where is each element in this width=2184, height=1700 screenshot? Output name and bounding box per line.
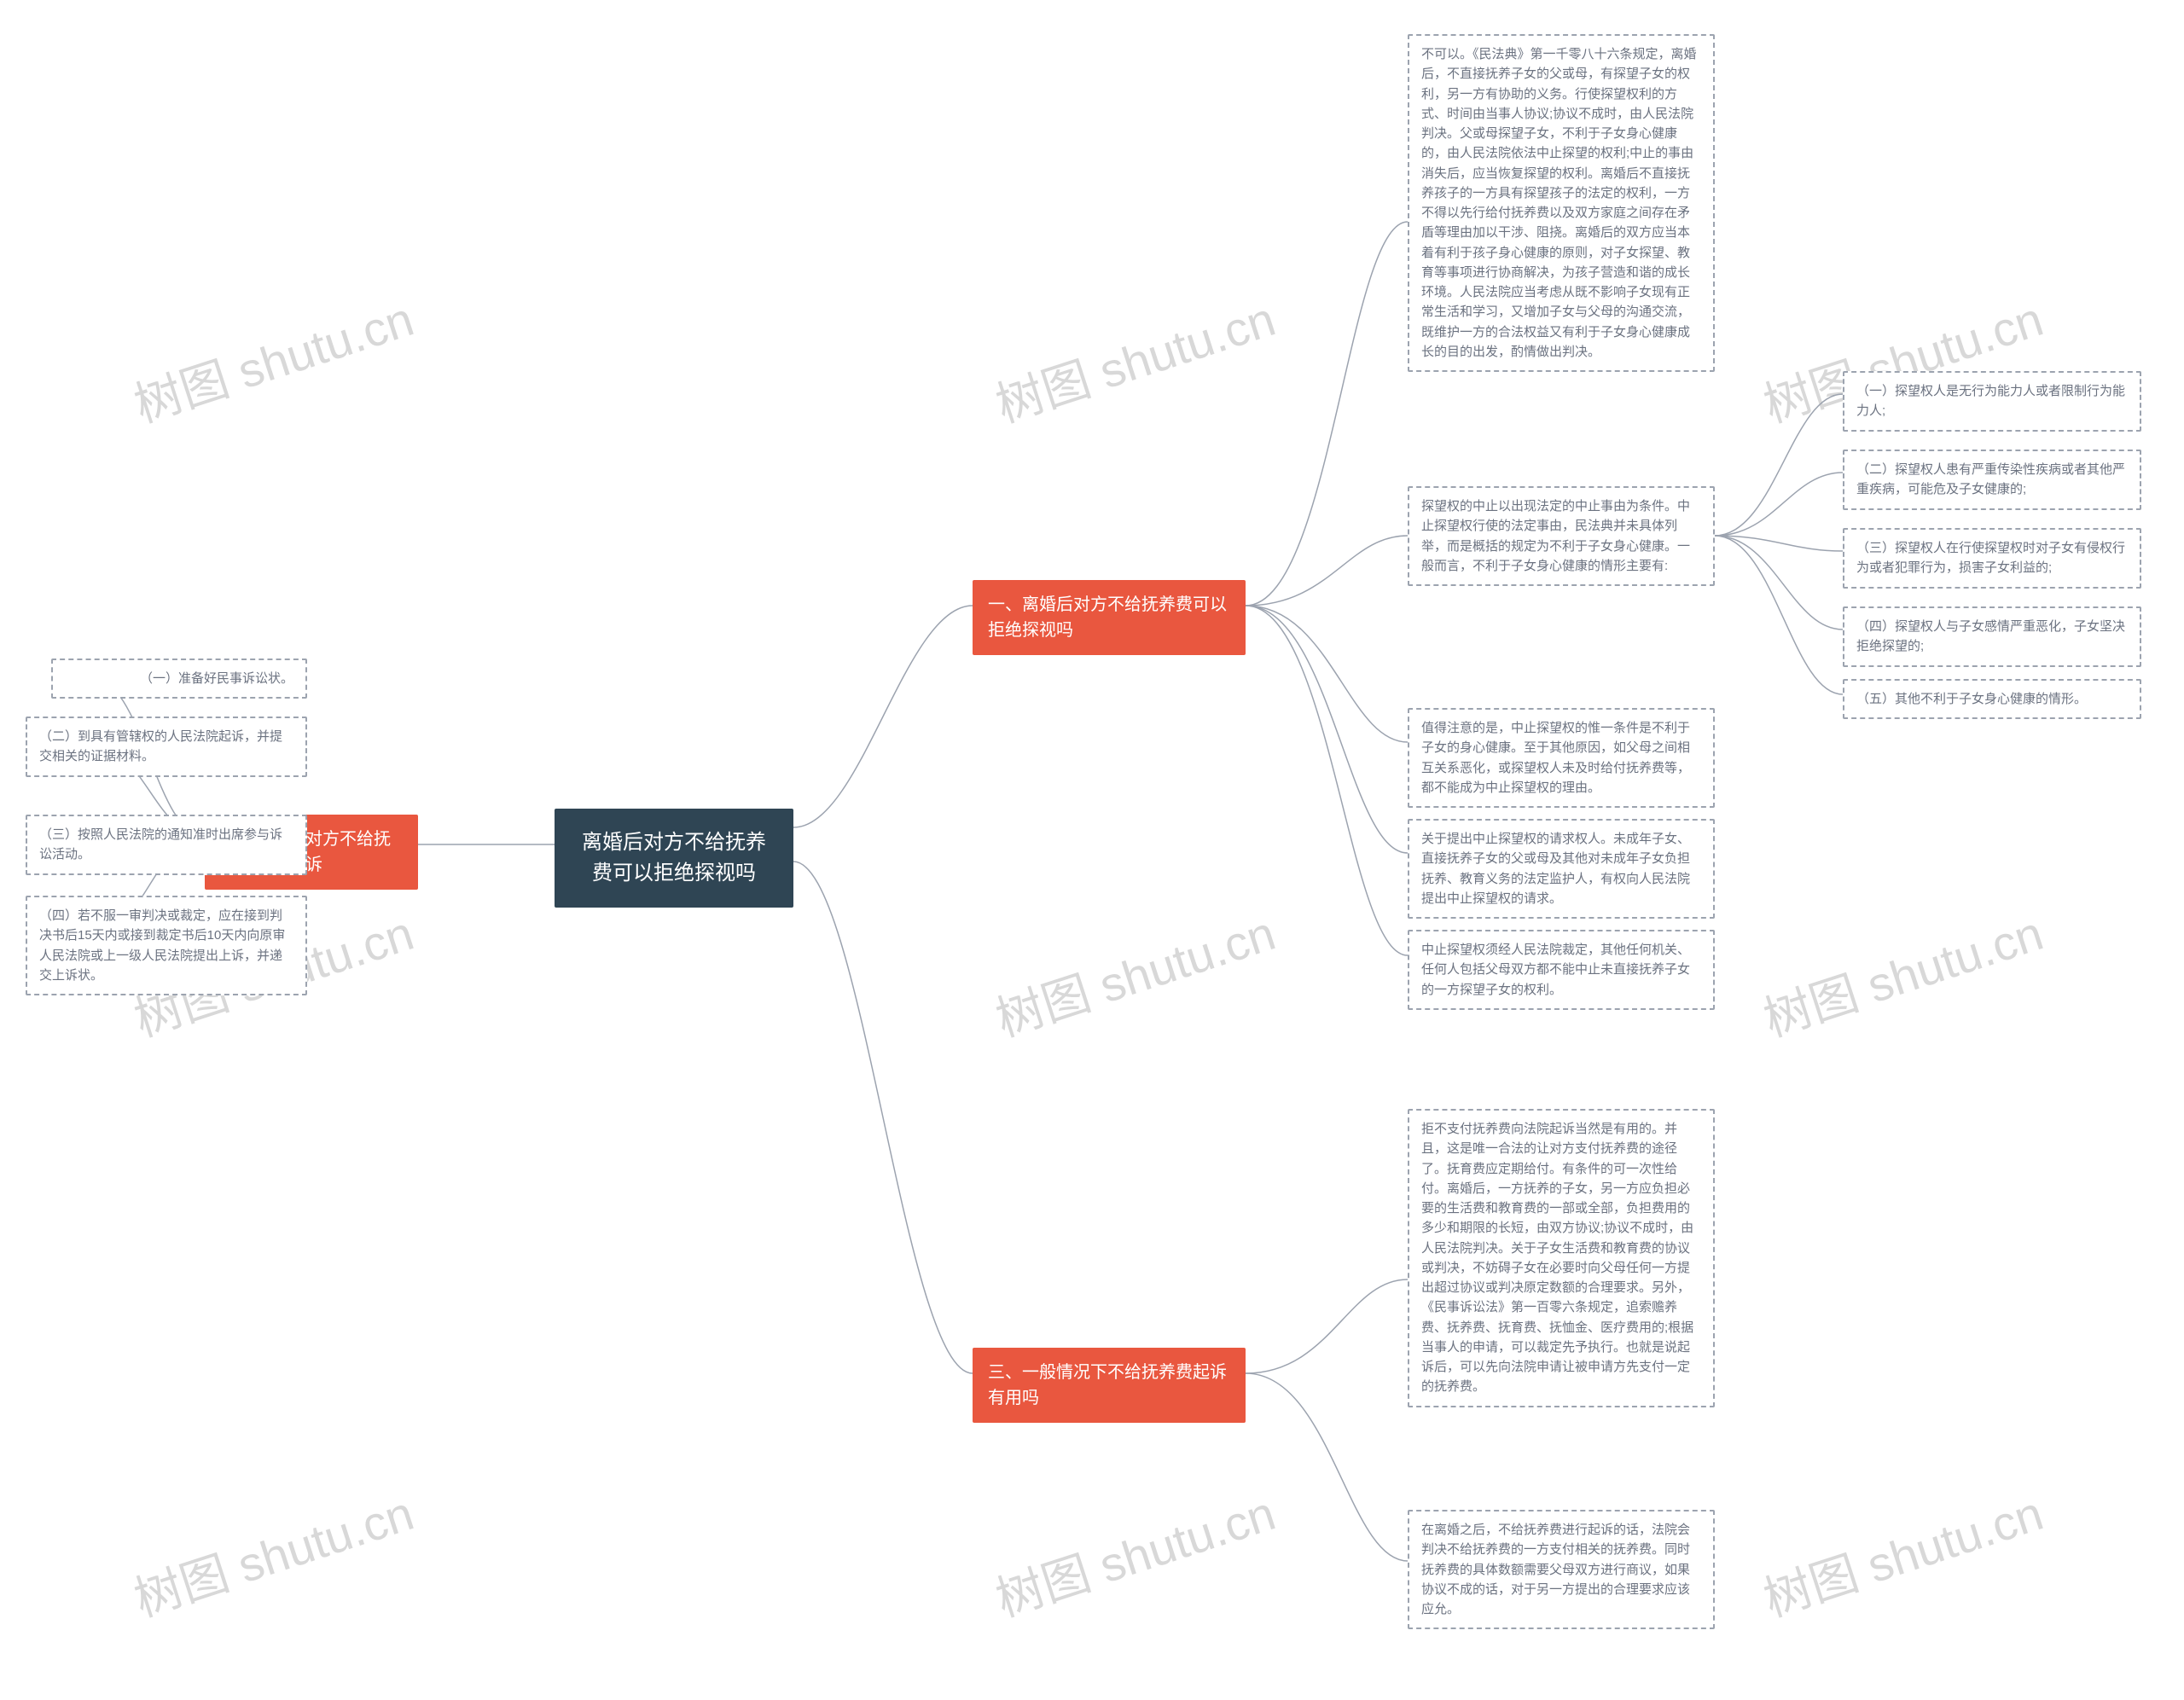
leaf-b1-l5: 中止探望权须经人民法院裁定，其他任何机关、任何人包括父母双方都不能中止未直接抚养… [1408, 930, 1715, 1010]
leaf-b1-l3: 值得注意的是，中止探望权的惟一条件是不利于子女的身心健康。至于其他原因，如父母之… [1408, 708, 1715, 808]
branch-3-label: 三、一般情况下不给抚养费起诉有用吗 [988, 1363, 1227, 1407]
branch-1-label: 一、离婚后对方不给抚养费可以拒绝探视吗 [988, 595, 1227, 640]
leaf-text: 不可以。《民法典》第一千零八十六条规定，离婚后，不直接抚养子女的父或母，有探望子… [1421, 47, 1697, 359]
leaf-text: 探望权的中止以出现法定的中止事由为条件。中止探望权行使的法定事由，民法典并未具体… [1421, 499, 1690, 573]
leaf-text: 关于提出中止探望权的请求权人。未成年子女、直接抚养子女的父或母及其他对未成年子女… [1421, 832, 1690, 906]
branch-3: 三、一般情况下不给抚养费起诉有用吗 [973, 1348, 1246, 1423]
root-label: 离婚后对方不给抚养费可以拒绝探视吗 [582, 831, 766, 885]
root-node: 离婚后对方不给抚养费可以拒绝探视吗 [555, 809, 793, 908]
leaf-text: 在离婚之后，不给抚养费进行起诉的话，法院会判决不给抚养费的一方支付相关的抚养费。… [1421, 1523, 1690, 1616]
leaf-text: （四）探望权人与子女感情严重恶化，子女坚决拒绝探望的; [1856, 619, 2125, 653]
leaf-b1-l2-s4: （四）探望权人与子女感情严重恶化，子女坚决拒绝探望的; [1843, 606, 2141, 667]
leaf-b1-l2-s2: （二）探望权人患有严重传染性疾病或者其他严重疾病，可能危及子女健康的; [1843, 450, 2141, 510]
leaf-b1-l4: 关于提出中止探望权的请求权人。未成年子女、直接抚养子女的父或母及其他对未成年子女… [1408, 819, 1715, 919]
watermark: 树图 shutu.cn [1754, 896, 2051, 1051]
leaf-b2-l4: （四）若不服一审判决或裁定，应在接到判决书后15天内或接到裁定书后10天内向原审… [26, 896, 307, 995]
leaf-text: （二）到具有管辖权的人民法院起诉，并提交相关的证据材料。 [39, 729, 282, 763]
leaf-b3-l1: 拒不支付抚养费向法院起诉当然是有用的。并且，这是唯一合法的让对方支付抚养费的途径… [1408, 1109, 1715, 1407]
leaf-text: （三）探望权人在行使探望权时对子女有侵权行为或者犯罪行为，损害子女利益的; [1856, 541, 2125, 575]
leaf-text: （三）按照人民法院的通知准时出席参与诉讼活动。 [39, 827, 282, 862]
leaf-b1-l2: 探望权的中止以出现法定的中止事由为条件。中止探望权行使的法定事由，民法典并未具体… [1408, 486, 1715, 586]
leaf-text: 值得注意的是，中止探望权的惟一条件是不利于子女的身心健康。至于其他原因，如父母之… [1421, 721, 1690, 795]
leaf-text: 拒不支付抚养费向法院起诉当然是有用的。并且，这是唯一合法的让对方支付抚养费的途径… [1421, 1122, 1693, 1394]
leaf-b1-l1: 不可以。《民法典》第一千零八十六条规定，离婚后，不直接抚养子女的父或母，有探望子… [1408, 34, 1715, 372]
watermark: 树图 shutu.cn [986, 1476, 1283, 1631]
leaf-text: （五）其他不利于子女身心健康的情形。 [1856, 692, 2087, 706]
leaf-text: （一）探望权人是无行为能力人或者限制行为能力人; [1856, 384, 2125, 418]
leaf-b2-l2: （二）到具有管辖权的人民法院起诉，并提交相关的证据材料。 [26, 717, 307, 777]
branch-1: 一、离婚后对方不给抚养费可以拒绝探视吗 [973, 580, 1246, 655]
watermark: 树图 shutu.cn [125, 1476, 421, 1631]
leaf-text: （一）准备好民事诉讼状。 [140, 671, 293, 686]
leaf-b1-l2-s3: （三）探望权人在行使探望权时对子女有侵权行为或者犯罪行为，损害子女利益的; [1843, 528, 2141, 589]
leaf-text: 中止探望权须经人民法院裁定，其他任何机关、任何人包括父母双方都不能中止未直接抚养… [1421, 943, 1690, 997]
leaf-b3-l2: 在离婚之后，不给抚养费进行起诉的话，法院会判决不给抚养费的一方支付相关的抚养费。… [1408, 1510, 1715, 1629]
leaf-b2-l3: （三）按照人民法院的通知准时出席参与诉讼活动。 [26, 815, 307, 875]
watermark: 树图 shutu.cn [1754, 1476, 2051, 1631]
leaf-text: （四）若不服一审判决或裁定，应在接到判决书后15天内或接到裁定书后10天内向原审… [39, 908, 285, 983]
leaf-text: （二）探望权人患有严重传染性疾病或者其他严重疾病，可能危及子女健康的; [1856, 462, 2125, 496]
watermark: 树图 shutu.cn [986, 896, 1283, 1051]
leaf-b1-l2-s1: （一）探望权人是无行为能力人或者限制行为能力人; [1843, 371, 2141, 432]
watermark: 树图 shutu.cn [125, 281, 421, 437]
watermark: 树图 shutu.cn [986, 281, 1283, 437]
leaf-b1-l2-s5: （五）其他不利于子女身心健康的情形。 [1843, 679, 2141, 719]
leaf-b2-l1: （一）准备好民事诉讼状。 [51, 659, 307, 699]
